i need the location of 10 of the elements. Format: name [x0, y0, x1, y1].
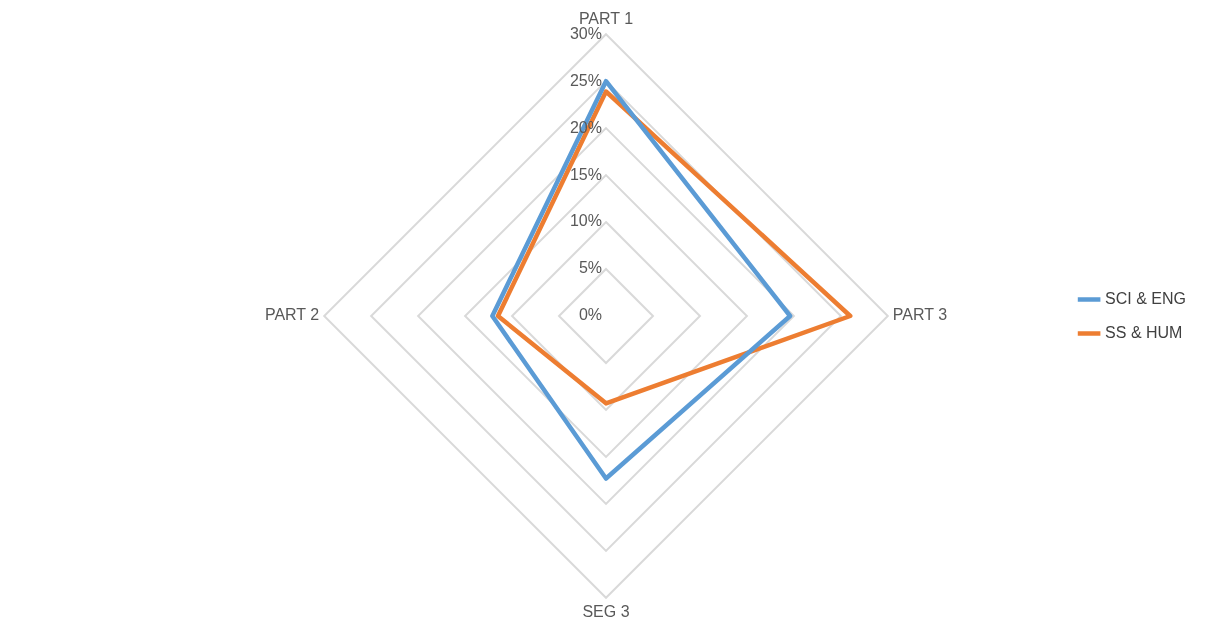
y-tick-label: 5%: [578, 259, 602, 277]
y-tick-label: 15%: [569, 165, 602, 183]
legend-label: SCI & ENG: [1105, 289, 1186, 307]
y-tick-label: 25%: [569, 71, 602, 89]
legend-label: SS & HUM: [1105, 323, 1183, 341]
spoke-label: PART 2: [264, 306, 320, 324]
spoke-label: SEG 3: [582, 602, 630, 620]
spoke-label: PART 3: [892, 306, 948, 324]
y-tick-label: 0%: [578, 306, 602, 324]
y-tick-label: 10%: [569, 212, 602, 230]
